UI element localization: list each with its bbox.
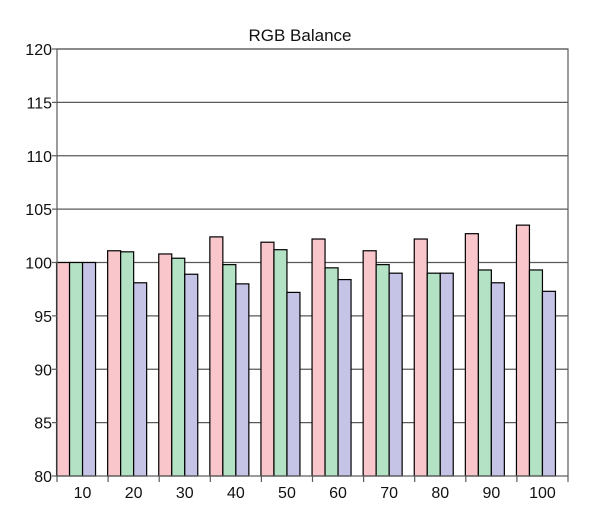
bar: [490, 282, 505, 477]
bar: [68, 261, 84, 477]
y-tick-label: 115: [26, 95, 52, 112]
bar: [133, 282, 148, 477]
bar: [388, 272, 403, 477]
bar: [515, 224, 531, 477]
x-tick-labels: 10 20 30 40 50 60 70 80 90 100: [74, 485, 556, 502]
x-tick-label: 30: [176, 485, 194, 502]
y-tick-label: 110: [26, 149, 52, 166]
bar: [337, 278, 352, 477]
x-tick-label: 50: [278, 485, 296, 502]
bar: [413, 238, 428, 477]
y-tick-label: 80: [34, 469, 52, 486]
x-tick-label: 80: [431, 485, 449, 502]
bar: [362, 250, 377, 477]
bar: [55, 261, 71, 477]
bar: [273, 249, 288, 477]
bar: [528, 269, 544, 477]
y-tick-label: 100: [25, 256, 52, 273]
bar: [464, 233, 479, 477]
y-tick-label: 105: [25, 202, 52, 219]
bar: [107, 250, 122, 477]
bar: [324, 267, 339, 477]
bar: [311, 238, 326, 477]
x-tick-label: 90: [482, 485, 500, 502]
y-tick-label: 95: [34, 309, 52, 326]
y-tick-label: 85: [34, 416, 52, 433]
bar: [541, 290, 557, 477]
x-tick-label: 100: [529, 485, 556, 502]
axes: [52, 48, 569, 482]
bar: [209, 236, 224, 477]
bar: [477, 269, 492, 477]
x-tick-label: 20: [125, 485, 143, 502]
bar: [439, 272, 454, 477]
bar: [184, 273, 199, 477]
y-tick-labels: 80 85 90 95 100 105 110 115 120: [25, 42, 52, 486]
x-tick-label: 10: [74, 485, 92, 502]
bar: [81, 261, 97, 477]
bar: [120, 251, 135, 477]
bar: [260, 241, 275, 477]
x-tick-label: 60: [329, 485, 347, 502]
bar: [222, 264, 237, 477]
bar: [426, 272, 441, 477]
y-tick-label: 120: [25, 42, 52, 59]
y-tick-label: 90: [34, 362, 52, 379]
bar: [235, 283, 250, 477]
x-tick-label: 70: [380, 485, 398, 502]
bar: [286, 291, 301, 477]
bar: [375, 264, 390, 477]
bar: [158, 253, 173, 477]
x-tick-label: 40: [227, 485, 245, 502]
bar: [171, 257, 186, 477]
chart-title: RGB Balance: [248, 26, 352, 45]
